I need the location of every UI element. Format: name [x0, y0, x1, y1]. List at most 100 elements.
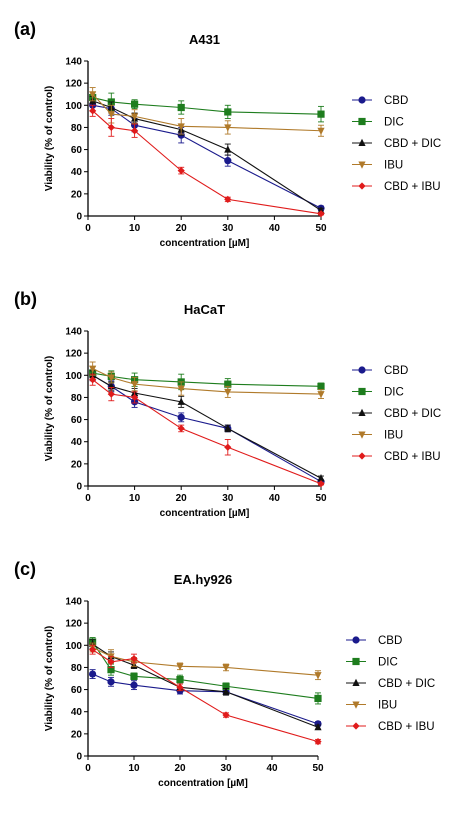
x-tick-label: 20 — [176, 493, 188, 504]
data-point — [89, 646, 97, 654]
series — [89, 644, 322, 746]
y-tick-label: 20 — [71, 729, 83, 740]
data-point — [224, 424, 232, 432]
data-point — [224, 124, 232, 132]
data-point — [89, 365, 97, 373]
data-point — [222, 664, 230, 672]
series-line — [92, 673, 319, 725]
series — [89, 669, 322, 728]
legend-entry: CBD + DIC — [346, 678, 435, 690]
y-tick-label: 40 — [71, 167, 83, 178]
data-point — [222, 682, 230, 690]
y-tick-label: 0 — [76, 752, 82, 763]
chart-title: HaCaT — [184, 302, 225, 317]
data-point — [107, 678, 115, 686]
panel-label: (b) — [14, 289, 37, 309]
data-point — [224, 380, 232, 388]
x-tick-label: 20 — [174, 763, 186, 774]
data-point — [177, 413, 185, 421]
legend-label: CBD + DIC — [384, 138, 441, 150]
legend-entry: CBD — [352, 365, 408, 377]
legend-entry: IBU — [352, 430, 403, 442]
legend-label: DIC — [384, 117, 404, 129]
x-tick-label: 0 — [85, 493, 91, 504]
data-point — [317, 382, 325, 390]
legend-entry: DIC — [352, 117, 404, 129]
series-line — [92, 93, 322, 132]
data-point — [130, 681, 138, 689]
data-point — [107, 666, 115, 674]
y-tick-label: 60 — [71, 145, 83, 156]
y-tick-label: 100 — [65, 641, 82, 652]
legend-label: CBD + IBU — [384, 181, 441, 193]
y-tick-label: 80 — [71, 123, 83, 134]
legend-marker — [352, 636, 360, 644]
data-point — [130, 654, 138, 663]
data-point — [177, 167, 185, 175]
series-line — [92, 643, 319, 728]
legend-marker — [358, 452, 366, 460]
data-point — [317, 391, 325, 399]
y-axis-label: Viability (% of control) — [44, 626, 55, 731]
legend-marker — [358, 138, 366, 146]
legend-entry: IBU — [346, 700, 397, 712]
legend-label: CBD + DIC — [378, 678, 435, 690]
chart-panel: (b) HaCaT 0 20 40 60 80 100 120 140 0 10 20 30 40 50 con… — [14, 289, 441, 519]
y-tick-label: 60 — [71, 685, 83, 696]
data-point — [177, 424, 185, 433]
x-tick-label: 20 — [176, 223, 188, 234]
data-point — [314, 672, 322, 680]
data-point — [107, 390, 115, 398]
series-line — [92, 97, 322, 115]
legend-label: IBU — [384, 160, 403, 172]
y-tick-label: 20 — [71, 459, 83, 470]
legend-entry: CBD — [352, 95, 408, 107]
x-tick-label: 10 — [129, 493, 141, 504]
y-tick-label: 40 — [71, 707, 83, 718]
legend-entry: CBD + IBU — [352, 181, 441, 193]
data-point — [89, 670, 97, 678]
data-point — [317, 480, 325, 488]
legend-marker — [358, 117, 366, 126]
legend-label: IBU — [384, 430, 403, 442]
legend-label: CBD — [378, 635, 402, 647]
x-tick-label: 50 — [315, 493, 327, 504]
data-point — [176, 683, 184, 691]
series — [89, 637, 322, 705]
legend-entry: CBD + IBU — [346, 721, 435, 733]
x-tick-label: 10 — [129, 223, 141, 234]
data-point — [177, 103, 185, 112]
legend-entry: DIC — [346, 657, 398, 669]
legend-marker — [358, 431, 366, 439]
data-point — [107, 374, 115, 382]
chart-panel: (c) EA.hy926 0 20 40 60 80 100 120 140 0 10 20 30 40 50… — [14, 559, 435, 789]
legend-marker — [352, 678, 360, 686]
data-point — [317, 110, 325, 118]
series — [89, 104, 325, 218]
y-axis-label: Viability (% of control) — [44, 356, 55, 461]
data-point — [131, 381, 139, 389]
y-tick-label: 140 — [65, 597, 82, 608]
legend-marker — [358, 366, 366, 374]
series-line — [92, 374, 322, 479]
chart-title: A431 — [189, 32, 220, 47]
panel-label: (c) — [14, 559, 36, 579]
legend-entry: CBD + DIC — [352, 138, 441, 150]
data-point — [224, 145, 232, 153]
legend-label: CBD — [384, 365, 408, 377]
legend-entry: CBD + IBU — [352, 451, 441, 463]
data-point — [131, 127, 139, 135]
y-tick-label: 100 — [65, 371, 82, 382]
data-point — [224, 157, 232, 165]
legend-label: IBU — [378, 700, 397, 712]
series-line — [92, 649, 319, 743]
legend-label: CBD + IBU — [384, 451, 441, 463]
data-point — [131, 100, 139, 108]
y-tick-label: 120 — [65, 349, 82, 360]
data-point — [176, 663, 184, 671]
y-tick-label: 80 — [71, 393, 83, 404]
legend-label: DIC — [378, 657, 398, 669]
legend-marker — [358, 161, 366, 169]
data-point — [314, 738, 322, 746]
data-point — [131, 393, 139, 402]
